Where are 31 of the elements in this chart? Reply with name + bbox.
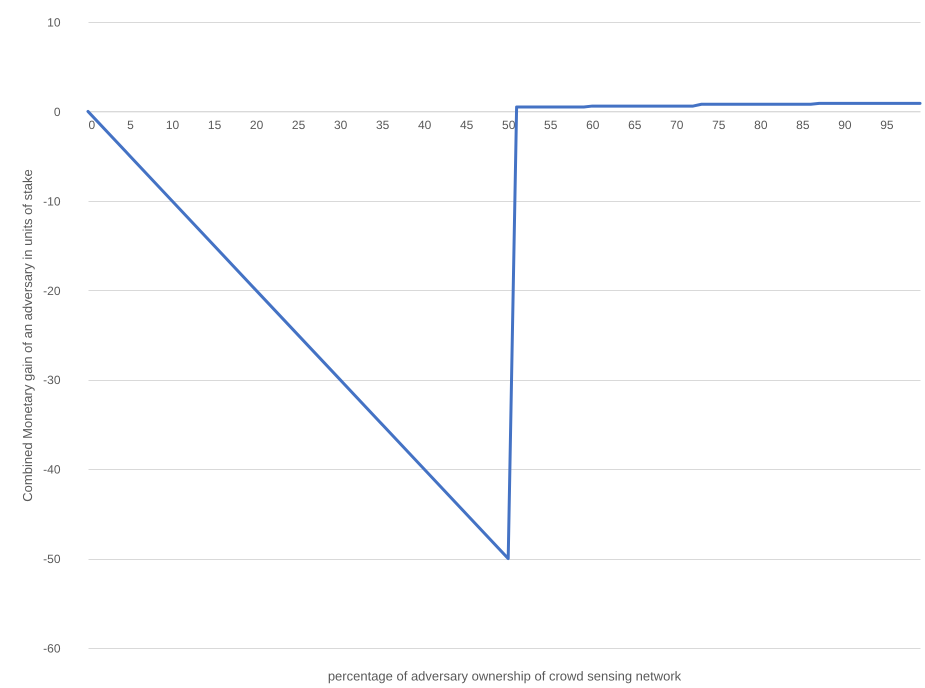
x-tick-label: 40 (418, 118, 432, 132)
y-tick-label: -40 (43, 462, 61, 477)
x-tick-label: 15 (208, 118, 222, 132)
x-tick-label: 60 (586, 118, 600, 132)
x-tick-label: 0 (88, 118, 96, 132)
x-tick-label: 90 (838, 118, 852, 132)
x-tick-label: 65 (628, 118, 642, 132)
x-tick-label: 20 (250, 118, 264, 132)
line-series (86, 102, 922, 560)
x-tick-label: 10 (166, 118, 180, 132)
x-tick-label: 85 (796, 118, 810, 132)
x-tick-label: 30 (334, 118, 348, 132)
x-tick-label: 50 (502, 118, 516, 132)
y-tick-label: 10 (47, 16, 61, 30)
y-tick-label: 0 (54, 104, 61, 119)
x-tick-label: 55 (544, 118, 558, 132)
x-tick-label: 80 (754, 118, 768, 132)
y-tick-label: -60 (43, 642, 61, 656)
x-axis-title: percentage of adversary ownership of crowd sensing network (328, 668, 682, 684)
y-tick-label: -30 (43, 373, 61, 388)
x-tick-label: 70 (670, 118, 684, 132)
x-tick-label: 45 (460, 118, 474, 132)
y-axis-title: Combined Monetary gain of an adversary in units of stake (20, 169, 36, 502)
y-tick-label: -20 (43, 284, 61, 298)
x-tick-label: 25 (292, 118, 306, 132)
x-tick-label: 95 (880, 118, 894, 132)
x-tick-label: 75 (712, 118, 726, 132)
y-tick-label: -10 (43, 194, 61, 208)
x-tick-label: 5 (127, 118, 134, 132)
y-tick-label: -50 (43, 552, 61, 566)
x-tick-label: 35 (376, 118, 390, 132)
